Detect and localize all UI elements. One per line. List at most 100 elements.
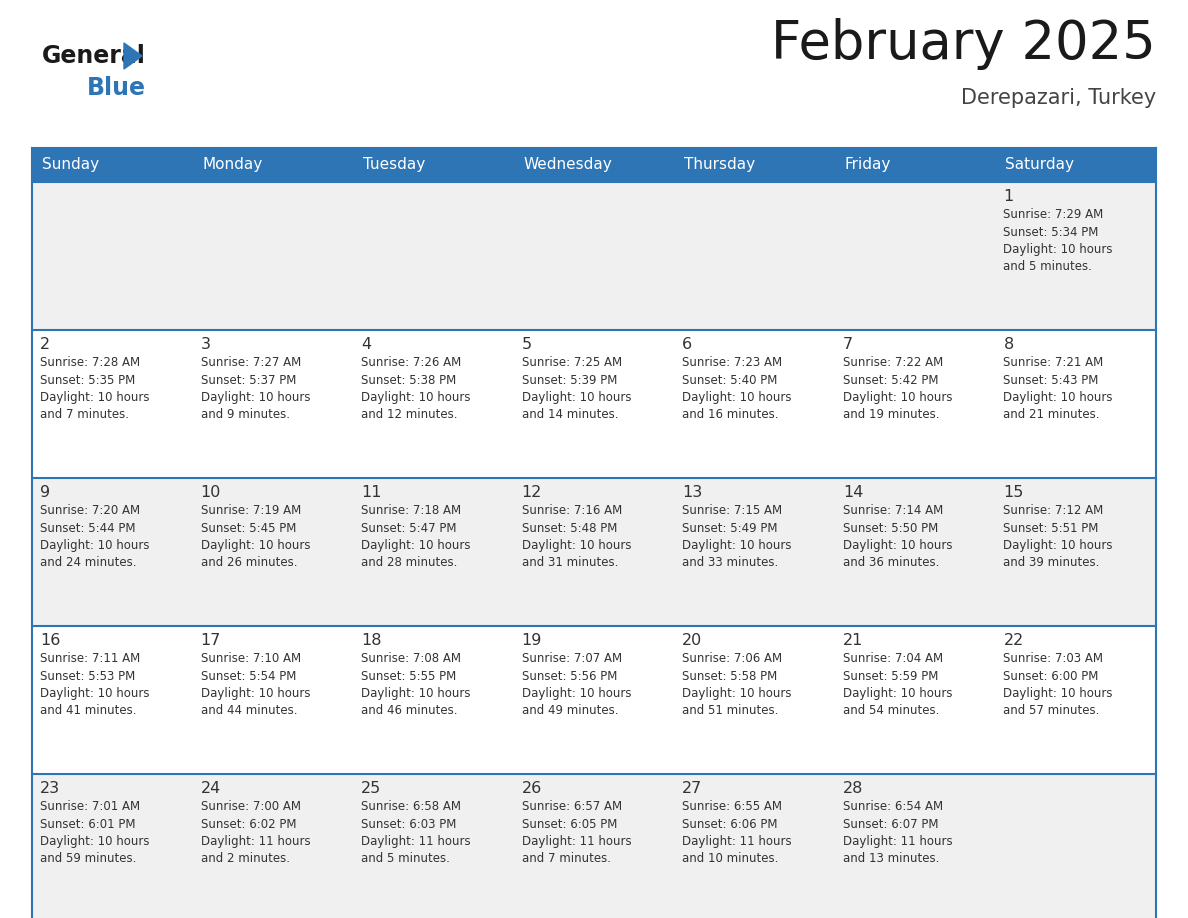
Bar — [835, 148, 996, 182]
Text: Sunrise: 7:03 AM
Sunset: 6:00 PM
Daylight: 10 hours
and 57 minutes.: Sunrise: 7:03 AM Sunset: 6:00 PM Dayligh… — [1004, 652, 1113, 718]
Text: Sunrise: 7:04 AM
Sunset: 5:59 PM
Daylight: 10 hours
and 54 minutes.: Sunrise: 7:04 AM Sunset: 5:59 PM Dayligh… — [842, 652, 953, 718]
Text: 22: 22 — [1004, 633, 1024, 648]
Bar — [192, 774, 353, 918]
Text: 5: 5 — [522, 337, 532, 352]
Text: Tuesday: Tuesday — [362, 158, 425, 173]
Text: Sunrise: 7:20 AM
Sunset: 5:44 PM
Daylight: 10 hours
and 24 minutes.: Sunrise: 7:20 AM Sunset: 5:44 PM Dayligh… — [40, 504, 150, 569]
Bar — [353, 774, 513, 918]
Text: 27: 27 — [682, 781, 702, 796]
Text: Sunrise: 7:12 AM
Sunset: 5:51 PM
Daylight: 10 hours
and 39 minutes.: Sunrise: 7:12 AM Sunset: 5:51 PM Dayligh… — [1004, 504, 1113, 569]
Text: 17: 17 — [201, 633, 221, 648]
Text: 11: 11 — [361, 485, 381, 500]
Text: 23: 23 — [40, 781, 61, 796]
Text: Sunrise: 7:11 AM
Sunset: 5:53 PM
Daylight: 10 hours
and 41 minutes.: Sunrise: 7:11 AM Sunset: 5:53 PM Dayligh… — [40, 652, 150, 718]
Text: Sunrise: 7:22 AM
Sunset: 5:42 PM
Daylight: 10 hours
and 19 minutes.: Sunrise: 7:22 AM Sunset: 5:42 PM Dayligh… — [842, 356, 953, 421]
Text: 2: 2 — [40, 337, 50, 352]
Text: 20: 20 — [682, 633, 702, 648]
Bar — [835, 478, 996, 626]
Bar — [675, 478, 835, 626]
Text: 26: 26 — [522, 781, 542, 796]
Text: General: General — [42, 44, 146, 68]
Bar — [353, 182, 513, 330]
Text: Sunrise: 7:06 AM
Sunset: 5:58 PM
Daylight: 10 hours
and 51 minutes.: Sunrise: 7:06 AM Sunset: 5:58 PM Dayligh… — [682, 652, 792, 718]
Text: Sunrise: 7:21 AM
Sunset: 5:43 PM
Daylight: 10 hours
and 21 minutes.: Sunrise: 7:21 AM Sunset: 5:43 PM Dayligh… — [1004, 356, 1113, 421]
Bar — [996, 330, 1156, 478]
Text: 15: 15 — [1004, 485, 1024, 500]
Bar — [192, 478, 353, 626]
Text: Wednesday: Wednesday — [524, 158, 612, 173]
Text: Sunrise: 7:15 AM
Sunset: 5:49 PM
Daylight: 10 hours
and 33 minutes.: Sunrise: 7:15 AM Sunset: 5:49 PM Dayligh… — [682, 504, 792, 569]
Text: Sunrise: 7:27 AM
Sunset: 5:37 PM
Daylight: 10 hours
and 9 minutes.: Sunrise: 7:27 AM Sunset: 5:37 PM Dayligh… — [201, 356, 310, 421]
Text: 6: 6 — [682, 337, 693, 352]
Text: 7: 7 — [842, 337, 853, 352]
Text: 12: 12 — [522, 485, 542, 500]
Polygon shape — [124, 43, 143, 69]
Text: Derepazari, Turkey: Derepazari, Turkey — [961, 88, 1156, 108]
Text: 4: 4 — [361, 337, 372, 352]
Text: 8: 8 — [1004, 337, 1013, 352]
Text: 3: 3 — [201, 337, 210, 352]
Bar — [32, 148, 192, 182]
Text: 25: 25 — [361, 781, 381, 796]
Text: Sunrise: 7:29 AM
Sunset: 5:34 PM
Daylight: 10 hours
and 5 minutes.: Sunrise: 7:29 AM Sunset: 5:34 PM Dayligh… — [1004, 208, 1113, 274]
Text: February 2025: February 2025 — [771, 18, 1156, 70]
Text: Sunrise: 7:08 AM
Sunset: 5:55 PM
Daylight: 10 hours
and 46 minutes.: Sunrise: 7:08 AM Sunset: 5:55 PM Dayligh… — [361, 652, 470, 718]
Bar — [32, 626, 192, 774]
Bar — [835, 626, 996, 774]
Text: Sunrise: 7:10 AM
Sunset: 5:54 PM
Daylight: 10 hours
and 44 minutes.: Sunrise: 7:10 AM Sunset: 5:54 PM Dayligh… — [201, 652, 310, 718]
Text: Sunrise: 7:23 AM
Sunset: 5:40 PM
Daylight: 10 hours
and 16 minutes.: Sunrise: 7:23 AM Sunset: 5:40 PM Dayligh… — [682, 356, 792, 421]
Text: Sunrise: 7:01 AM
Sunset: 6:01 PM
Daylight: 10 hours
and 59 minutes.: Sunrise: 7:01 AM Sunset: 6:01 PM Dayligh… — [40, 800, 150, 866]
Text: 16: 16 — [40, 633, 61, 648]
Text: 10: 10 — [201, 485, 221, 500]
Bar — [996, 478, 1156, 626]
Bar — [32, 330, 192, 478]
Text: 24: 24 — [201, 781, 221, 796]
Text: 9: 9 — [40, 485, 50, 500]
Bar — [353, 626, 513, 774]
Text: Thursday: Thursday — [684, 158, 756, 173]
Bar — [675, 774, 835, 918]
Bar — [513, 182, 675, 330]
Bar — [353, 478, 513, 626]
Text: Saturday: Saturday — [1005, 158, 1074, 173]
Bar — [32, 182, 192, 330]
Bar — [513, 478, 675, 626]
Bar — [32, 478, 192, 626]
Bar — [192, 148, 353, 182]
Text: Sunrise: 7:07 AM
Sunset: 5:56 PM
Daylight: 10 hours
and 49 minutes.: Sunrise: 7:07 AM Sunset: 5:56 PM Dayligh… — [522, 652, 631, 718]
Text: 19: 19 — [522, 633, 542, 648]
Bar — [675, 330, 835, 478]
Bar — [996, 626, 1156, 774]
Bar — [192, 626, 353, 774]
Text: Sunrise: 6:55 AM
Sunset: 6:06 PM
Daylight: 11 hours
and 10 minutes.: Sunrise: 6:55 AM Sunset: 6:06 PM Dayligh… — [682, 800, 792, 866]
Text: Friday: Friday — [845, 158, 891, 173]
Bar — [353, 330, 513, 478]
Bar — [996, 182, 1156, 330]
Bar — [996, 148, 1156, 182]
Bar — [353, 148, 513, 182]
Text: 1: 1 — [1004, 189, 1013, 204]
Text: 18: 18 — [361, 633, 381, 648]
Bar — [32, 774, 192, 918]
Text: Sunrise: 7:25 AM
Sunset: 5:39 PM
Daylight: 10 hours
and 14 minutes.: Sunrise: 7:25 AM Sunset: 5:39 PM Dayligh… — [522, 356, 631, 421]
Bar — [675, 626, 835, 774]
Text: Sunrise: 6:54 AM
Sunset: 6:07 PM
Daylight: 11 hours
and 13 minutes.: Sunrise: 6:54 AM Sunset: 6:07 PM Dayligh… — [842, 800, 953, 866]
Bar — [835, 330, 996, 478]
Text: Sunrise: 7:14 AM
Sunset: 5:50 PM
Daylight: 10 hours
and 36 minutes.: Sunrise: 7:14 AM Sunset: 5:50 PM Dayligh… — [842, 504, 953, 569]
Text: Sunrise: 7:16 AM
Sunset: 5:48 PM
Daylight: 10 hours
and 31 minutes.: Sunrise: 7:16 AM Sunset: 5:48 PM Dayligh… — [522, 504, 631, 569]
Text: Sunrise: 7:26 AM
Sunset: 5:38 PM
Daylight: 10 hours
and 12 minutes.: Sunrise: 7:26 AM Sunset: 5:38 PM Dayligh… — [361, 356, 470, 421]
Bar — [513, 148, 675, 182]
Bar — [513, 626, 675, 774]
Bar — [513, 330, 675, 478]
Bar — [835, 182, 996, 330]
Bar — [835, 774, 996, 918]
Text: Sunrise: 7:19 AM
Sunset: 5:45 PM
Daylight: 10 hours
and 26 minutes.: Sunrise: 7:19 AM Sunset: 5:45 PM Dayligh… — [201, 504, 310, 569]
Bar — [996, 774, 1156, 918]
Text: 21: 21 — [842, 633, 864, 648]
Text: Sunrise: 7:18 AM
Sunset: 5:47 PM
Daylight: 10 hours
and 28 minutes.: Sunrise: 7:18 AM Sunset: 5:47 PM Dayligh… — [361, 504, 470, 569]
Text: Sunday: Sunday — [42, 158, 99, 173]
Text: Blue: Blue — [87, 76, 146, 100]
Bar — [675, 148, 835, 182]
Bar — [192, 330, 353, 478]
Text: Sunrise: 7:00 AM
Sunset: 6:02 PM
Daylight: 11 hours
and 2 minutes.: Sunrise: 7:00 AM Sunset: 6:02 PM Dayligh… — [201, 800, 310, 866]
